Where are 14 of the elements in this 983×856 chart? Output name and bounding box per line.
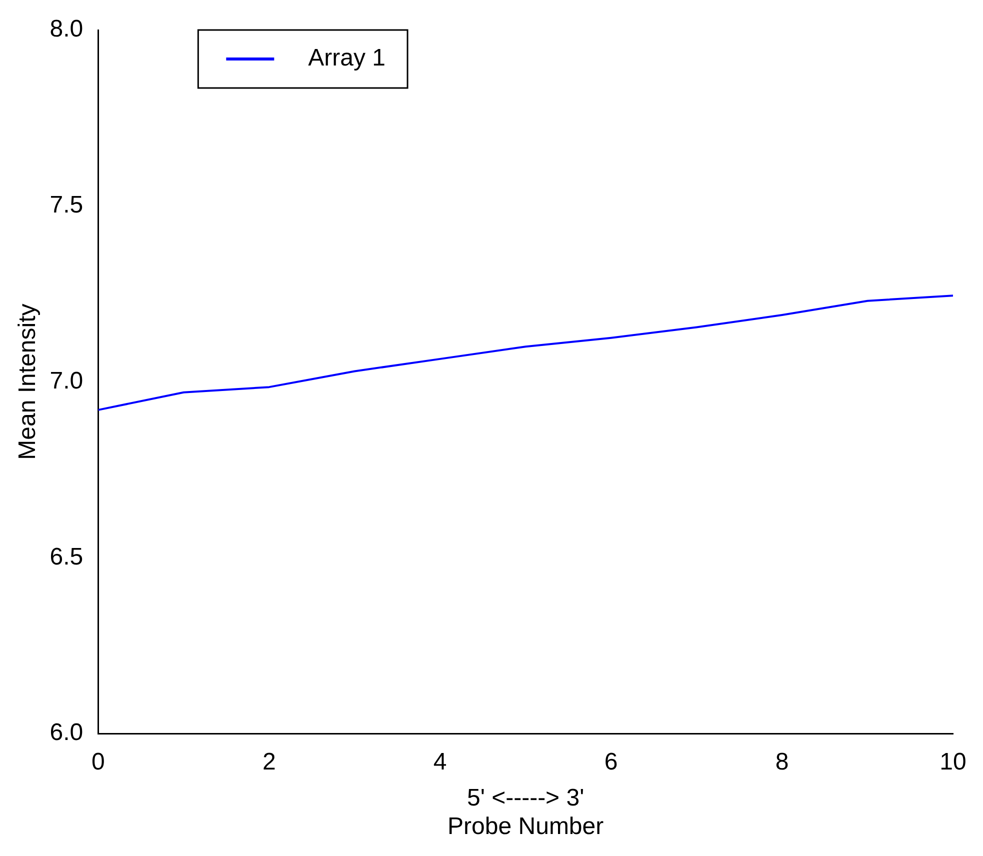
x-tick-label: 4: [433, 748, 447, 776]
x-tick-label: 2: [262, 748, 276, 776]
x-tick-label: 8: [775, 748, 789, 776]
x-tick-label: 6: [604, 748, 618, 776]
y-axis-title: Mean Intensity: [14, 304, 42, 460]
x-tick-label: 0: [91, 748, 105, 776]
x-tick-label: 10: [940, 748, 966, 776]
x-axis-title: 5' <-----> 3' Probe Number: [448, 784, 604, 840]
y-tick-label: 6.5: [50, 543, 84, 570]
y-tick-label: 7.5: [50, 192, 84, 219]
y-tick-label: 6.0: [50, 719, 84, 746]
y-tick-label: 7.0: [50, 367, 84, 394]
y-tick-label: 8.0: [50, 16, 84, 43]
legend-label: Array 1: [308, 44, 386, 72]
